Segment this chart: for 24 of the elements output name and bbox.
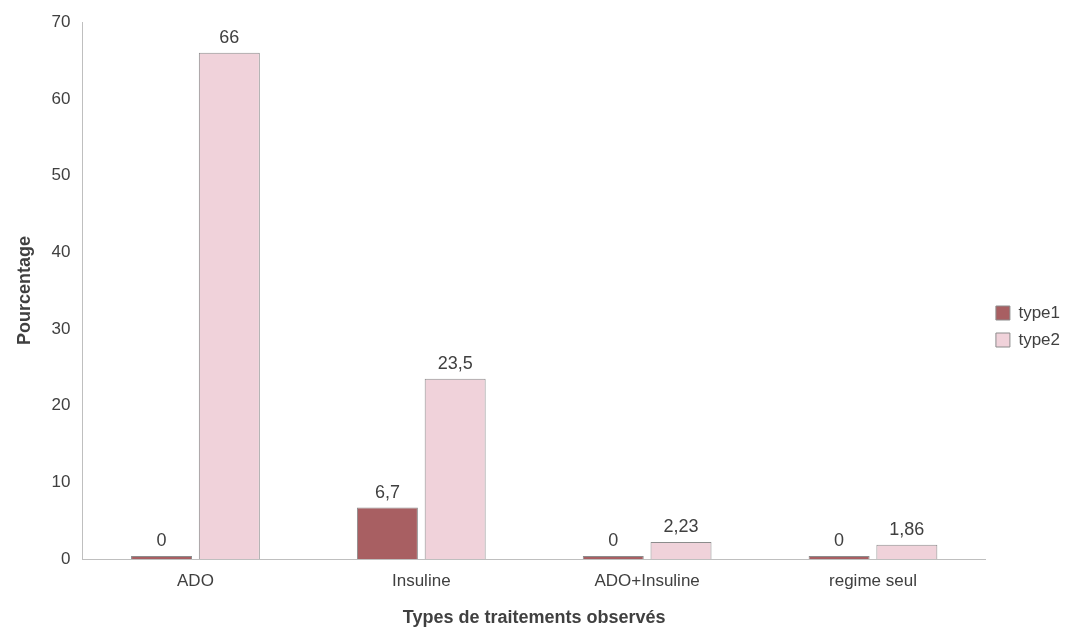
data-label: 0 — [608, 529, 619, 550]
legend-label: type1 — [1018, 302, 1061, 322]
x-tick-label: ADO+Insuline — [594, 570, 700, 590]
y-tick-label: 70 — [51, 11, 71, 31]
data-label: 0 — [834, 529, 845, 550]
y-tick-label: 10 — [51, 472, 71, 491]
data-label: 23,5 — [437, 352, 473, 373]
x-axis-title: Types de traitements observés — [402, 607, 666, 628]
data-label: 1,86 — [889, 518, 925, 539]
data-label: 0 — [156, 529, 167, 550]
y-tick-label: 50 — [51, 165, 71, 185]
x-tick-label: Insuline — [391, 570, 451, 590]
y-axis-title: Pourcentage — [13, 236, 34, 346]
legend-label: type2 — [1018, 329, 1061, 349]
x-tick-label: regime seul — [829, 570, 917, 590]
y-tick-label: 60 — [51, 88, 71, 108]
data-label: 6,7 — [374, 481, 400, 502]
y-tick-label: 0 — [61, 548, 71, 568]
x-tick-label: ADO — [177, 570, 214, 590]
y-tick-label: 20 — [51, 395, 71, 415]
data-label: 2,23 — [663, 515, 699, 536]
y-tick-label: 40 — [51, 241, 71, 261]
data-label: 66 — [219, 26, 240, 47]
y-tick-label: 30 — [51, 318, 71, 338]
